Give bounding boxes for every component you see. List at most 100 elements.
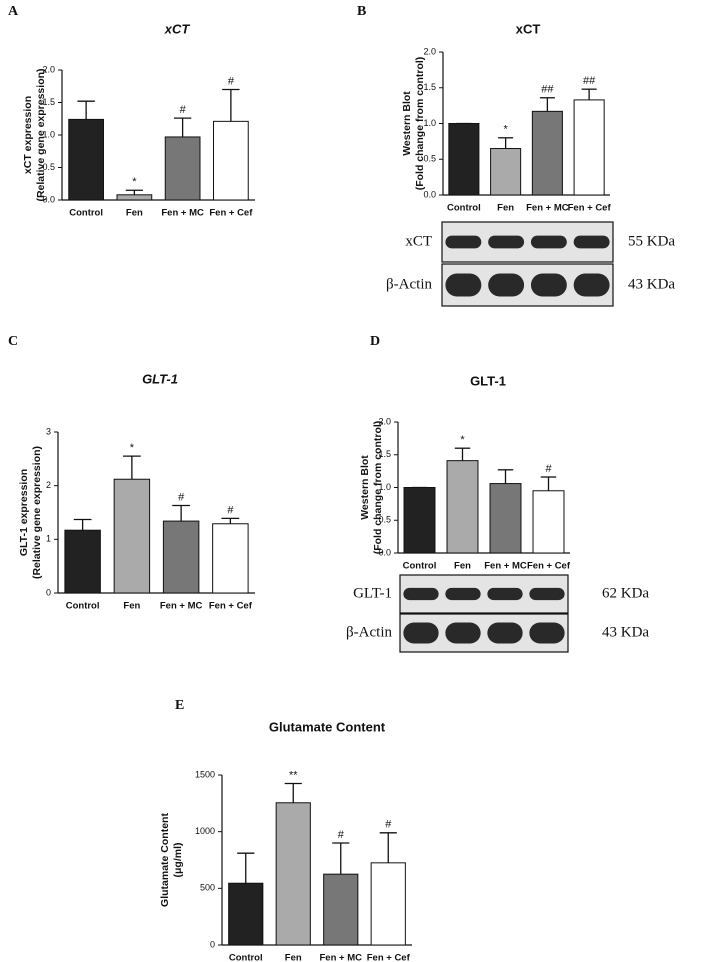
y-axis-label: (Relative gene expression) <box>35 68 47 201</box>
blot-band <box>445 587 481 601</box>
bar <box>213 120 249 201</box>
bar <box>446 460 479 554</box>
x-tick-label: Control <box>447 203 481 214</box>
bar <box>164 136 201 201</box>
blot-band <box>445 273 482 297</box>
y-tick-label: 0.5 <box>42 162 55 172</box>
x-tick-label: Fen + Cef <box>367 953 411 962</box>
blot-label: GLT-1 <box>353 585 392 601</box>
x-tick-label: Fen + MC <box>484 561 527 572</box>
significance: # <box>385 819 392 831</box>
blot-size: 43 KDa <box>602 624 649 640</box>
x-tick-label: Fen + Cef <box>527 561 571 572</box>
bar <box>370 862 406 946</box>
y-axis-label: (Relative gene expression) <box>31 446 43 579</box>
chart-title: xCT <box>164 21 191 36</box>
blot-size: 55 KDa <box>628 233 675 249</box>
blot-band <box>529 622 565 644</box>
significance: # <box>178 491 185 503</box>
bar <box>68 118 104 201</box>
bar <box>403 487 436 554</box>
chart-title: xCT <box>516 21 541 36</box>
x-tick-label: Fen + MC <box>526 203 569 214</box>
blot-band <box>488 273 525 297</box>
blot-band <box>403 587 439 601</box>
significance: * <box>130 442 135 454</box>
significance: * <box>460 434 465 446</box>
y-axis-label: xCT expression <box>22 96 34 174</box>
y-tick-label: 1500 <box>195 769 215 779</box>
bar <box>573 99 605 196</box>
y-tick-label: 0 <box>46 587 51 597</box>
panel-letter: D <box>370 334 380 349</box>
blot-band <box>487 622 523 644</box>
significance: * <box>503 124 508 136</box>
blot-band <box>573 273 610 297</box>
significance: ## <box>583 75 596 87</box>
blot-band <box>530 235 567 249</box>
significance: # <box>545 463 552 475</box>
bar <box>116 194 153 201</box>
bar <box>212 523 249 594</box>
significance: # <box>228 75 235 87</box>
y-tick-label: 3 <box>46 426 51 436</box>
y-axis-label: Western Blot <box>401 91 413 156</box>
y-tick-label: 2.0 <box>42 64 55 74</box>
y-tick-label: 1.0 <box>423 118 436 128</box>
significance: ** <box>289 769 298 781</box>
y-tick-label: 2.0 <box>423 46 436 56</box>
significance: # <box>338 829 345 841</box>
x-tick-label: Fen <box>497 203 514 214</box>
bar <box>64 529 101 594</box>
x-tick-label: Fen <box>123 601 140 612</box>
y-tick-label: 1000 <box>195 826 215 836</box>
blot-band <box>573 235 610 249</box>
y-tick-label: 500 <box>200 883 215 893</box>
x-tick-label: Control <box>229 953 263 962</box>
y-axis-label: GLT-1 expression <box>18 469 30 556</box>
blot-band <box>445 235 482 249</box>
panel-letter: E <box>175 698 184 713</box>
blot-band <box>530 273 567 297</box>
blot-size: 62 KDa <box>602 585 649 601</box>
x-tick-label: Fen + Cef <box>568 203 612 214</box>
y-tick-label: 1 <box>46 534 51 544</box>
x-tick-label: Fen + MC <box>160 601 203 612</box>
blot-label: β-Actin <box>346 624 392 640</box>
y-axis-label: (Fold change from control) <box>414 57 426 191</box>
blot-band <box>488 235 525 249</box>
bar <box>228 882 264 946</box>
bar <box>490 148 522 196</box>
y-tick-label: 0.5 <box>378 515 391 525</box>
chart-title: GLT-1 <box>470 373 506 388</box>
bar <box>448 123 480 196</box>
y-tick-label: 0.0 <box>378 547 391 557</box>
y-tick-label: 0.0 <box>42 194 55 204</box>
bar <box>489 483 522 554</box>
y-axis-label: (μg/ml) <box>172 842 184 877</box>
x-tick-label: Fen + MC <box>161 208 204 219</box>
chart-title: Glutamate Content <box>269 719 386 734</box>
significance: ## <box>541 84 554 96</box>
x-tick-label: Fen + Cef <box>209 601 253 612</box>
y-axis-label: (Fold change from control) <box>372 421 384 555</box>
blot-label: xCT <box>405 233 432 249</box>
bar <box>275 802 311 946</box>
y-axis-label: Glutamate Content <box>159 813 171 907</box>
x-tick-label: Fen <box>285 953 302 962</box>
blot-size: 43 KDa <box>628 276 675 292</box>
bar <box>532 490 565 554</box>
x-tick-label: Control <box>403 561 437 572</box>
panel-letter: A <box>8 4 19 19</box>
chart-title: GLT-1 <box>142 371 178 386</box>
panel-letter: C <box>8 334 18 349</box>
bar <box>162 520 200 594</box>
significance: * <box>132 176 137 188</box>
blot-label: β-Actin <box>386 276 432 292</box>
x-tick-label: Fen + MC <box>320 953 363 962</box>
significance: # <box>227 504 234 516</box>
x-tick-label: Fen <box>126 208 143 219</box>
y-tick-label: 0 <box>210 939 215 949</box>
y-tick-label: 1.5 <box>42 97 55 107</box>
